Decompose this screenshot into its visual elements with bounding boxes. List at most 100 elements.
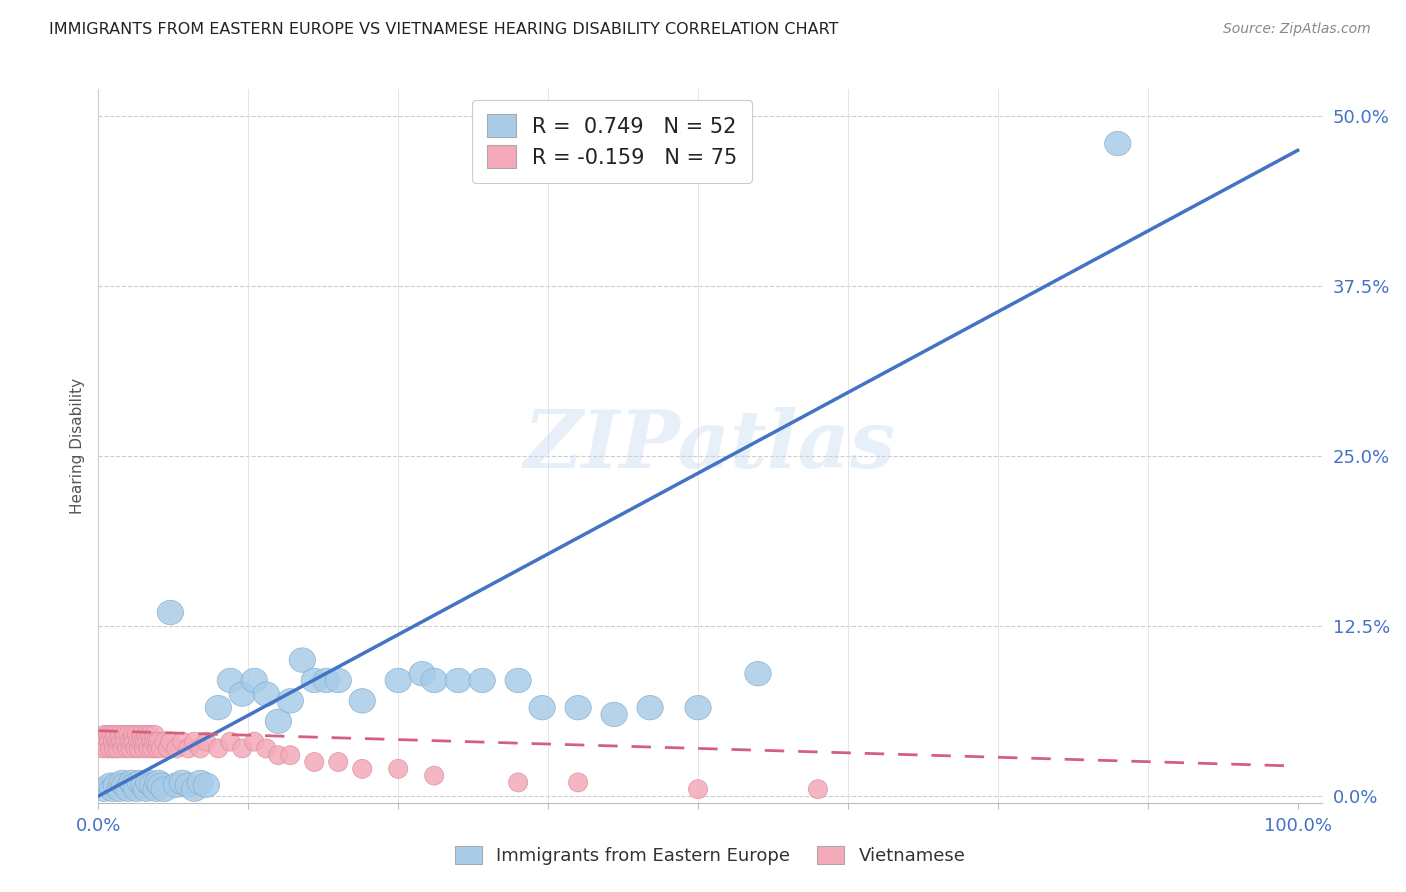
Ellipse shape (242, 668, 267, 693)
Y-axis label: Hearing Disability: Hearing Disability (69, 378, 84, 514)
Ellipse shape (277, 689, 304, 713)
Ellipse shape (108, 739, 127, 758)
Ellipse shape (118, 739, 136, 758)
Ellipse shape (111, 732, 131, 751)
Ellipse shape (221, 732, 240, 751)
Ellipse shape (100, 777, 127, 801)
Ellipse shape (101, 739, 120, 758)
Text: ZIPatlas: ZIPatlas (524, 408, 896, 484)
Ellipse shape (257, 739, 276, 758)
Ellipse shape (121, 739, 141, 758)
Ellipse shape (120, 770, 145, 795)
Ellipse shape (143, 777, 169, 801)
Ellipse shape (94, 725, 114, 744)
Ellipse shape (509, 772, 527, 792)
Ellipse shape (135, 732, 155, 751)
Ellipse shape (125, 732, 143, 751)
Ellipse shape (745, 662, 772, 686)
Ellipse shape (281, 746, 299, 764)
Ellipse shape (131, 772, 157, 797)
Ellipse shape (91, 732, 111, 751)
Ellipse shape (808, 780, 828, 798)
Ellipse shape (148, 739, 167, 758)
Ellipse shape (107, 777, 134, 801)
Ellipse shape (505, 668, 531, 693)
Ellipse shape (193, 772, 219, 797)
Ellipse shape (176, 772, 201, 797)
Ellipse shape (229, 681, 256, 706)
Ellipse shape (129, 739, 149, 758)
Ellipse shape (329, 753, 347, 772)
Ellipse shape (266, 709, 291, 733)
Ellipse shape (122, 732, 142, 751)
Ellipse shape (173, 732, 193, 751)
Ellipse shape (100, 732, 120, 751)
Legend: Immigrants from Eastern Europe, Vietnamese: Immigrants from Eastern Europe, Vietname… (447, 838, 973, 872)
Ellipse shape (103, 772, 129, 797)
Ellipse shape (181, 777, 208, 801)
Ellipse shape (208, 739, 228, 758)
Ellipse shape (142, 732, 160, 751)
Ellipse shape (145, 725, 165, 744)
Ellipse shape (111, 725, 129, 744)
Ellipse shape (135, 770, 162, 795)
Ellipse shape (1105, 131, 1130, 156)
Ellipse shape (97, 772, 124, 797)
Ellipse shape (353, 759, 371, 779)
Ellipse shape (136, 725, 156, 744)
Ellipse shape (94, 732, 112, 751)
Ellipse shape (149, 732, 167, 751)
Ellipse shape (568, 772, 588, 792)
Ellipse shape (600, 702, 627, 727)
Ellipse shape (152, 777, 177, 801)
Ellipse shape (305, 753, 323, 772)
Ellipse shape (110, 770, 135, 795)
Ellipse shape (134, 777, 160, 801)
Ellipse shape (97, 739, 117, 758)
Ellipse shape (120, 732, 139, 751)
Ellipse shape (117, 732, 135, 751)
Ellipse shape (152, 739, 170, 758)
Ellipse shape (205, 696, 232, 720)
Ellipse shape (127, 770, 153, 795)
Ellipse shape (103, 725, 121, 744)
Text: IMMIGRANTS FROM EASTERN EUROPE VS VIETNAMESE HEARING DISABILITY CORRELATION CHAR: IMMIGRANTS FROM EASTERN EUROPE VS VIETNA… (49, 22, 839, 37)
Ellipse shape (187, 770, 214, 795)
Ellipse shape (169, 770, 195, 795)
Ellipse shape (163, 772, 190, 797)
Ellipse shape (385, 668, 412, 693)
Ellipse shape (127, 725, 146, 744)
Ellipse shape (143, 732, 163, 751)
Ellipse shape (184, 732, 204, 751)
Ellipse shape (146, 732, 166, 751)
Ellipse shape (290, 648, 315, 673)
Ellipse shape (245, 732, 264, 751)
Ellipse shape (160, 732, 180, 751)
Ellipse shape (314, 668, 339, 693)
Ellipse shape (120, 725, 138, 744)
Text: Source: ZipAtlas.com: Source: ZipAtlas.com (1223, 22, 1371, 37)
Ellipse shape (529, 696, 555, 720)
Ellipse shape (685, 696, 711, 720)
Ellipse shape (565, 696, 592, 720)
Ellipse shape (115, 725, 135, 744)
Ellipse shape (409, 662, 436, 686)
Ellipse shape (105, 725, 125, 744)
Ellipse shape (141, 725, 160, 744)
Ellipse shape (253, 681, 280, 706)
Ellipse shape (111, 772, 138, 797)
Ellipse shape (132, 725, 152, 744)
Ellipse shape (98, 725, 118, 744)
Ellipse shape (155, 732, 174, 751)
Ellipse shape (425, 766, 444, 785)
Ellipse shape (114, 732, 134, 751)
Ellipse shape (134, 732, 152, 751)
Ellipse shape (420, 668, 447, 693)
Ellipse shape (444, 668, 471, 693)
Ellipse shape (179, 739, 198, 758)
Ellipse shape (110, 732, 128, 751)
Ellipse shape (124, 777, 150, 801)
Ellipse shape (159, 739, 177, 758)
Ellipse shape (121, 772, 148, 797)
Ellipse shape (301, 668, 328, 693)
